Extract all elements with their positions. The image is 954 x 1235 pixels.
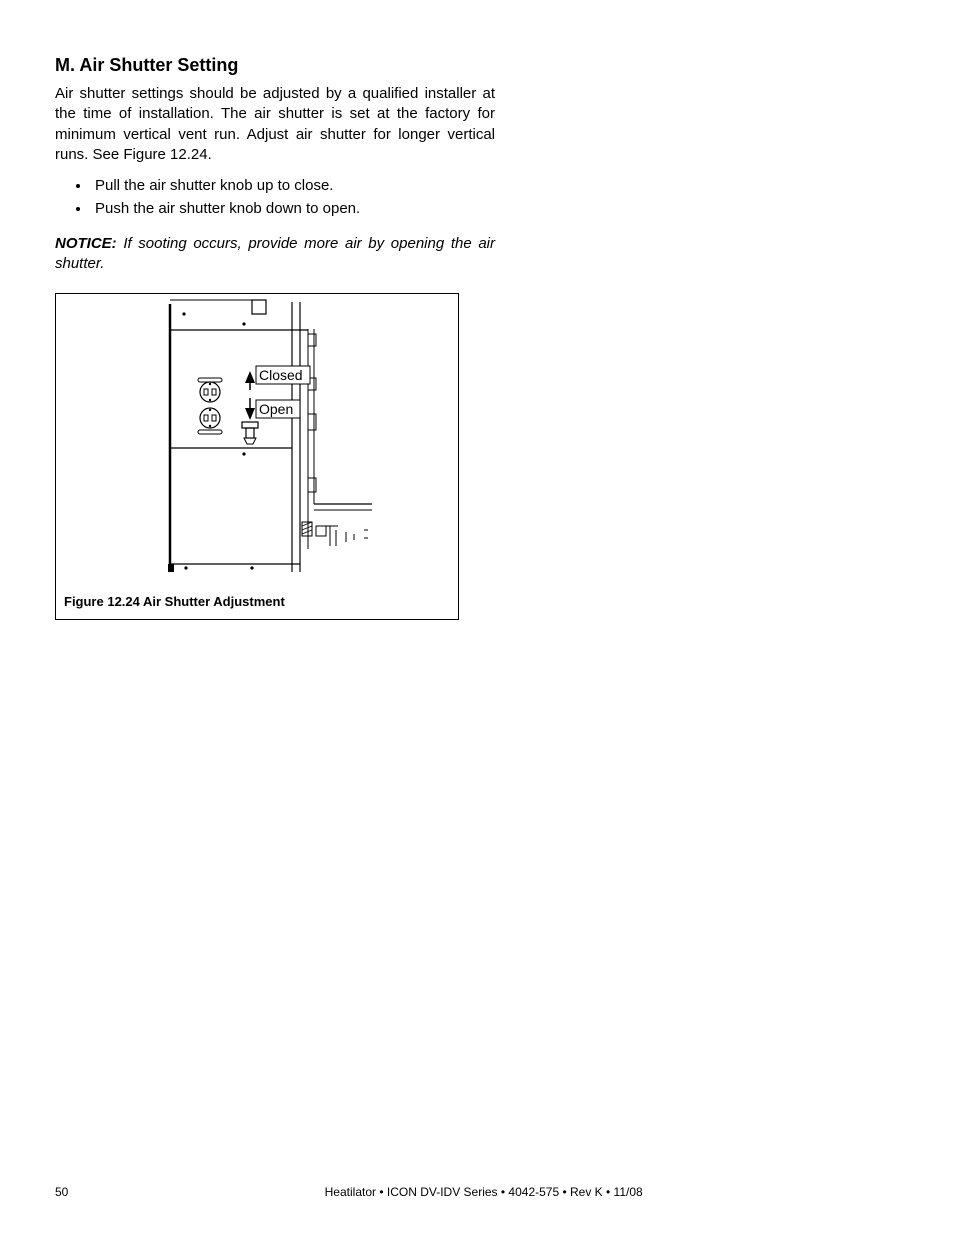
doc-id-line: Heatilator • ICON DV-IDV Series • 4042-5…: [55, 1185, 899, 1199]
list-item: Push the air shutter knob down to open.: [91, 198, 495, 221]
page-footer: 50 Heatilator • ICON DV-IDV Series • 404…: [55, 1185, 899, 1199]
section-title: Air Shutter Setting: [79, 55, 238, 75]
notice-paragraph: NOTICE: If sooting occurs, provide more …: [55, 234, 495, 275]
air-shutter-diagram: Closed Open: [102, 294, 412, 584]
open-label: Open: [259, 401, 293, 417]
bullet-list: Pull the air shutter knob up to close. P…: [55, 175, 495, 220]
page-number: 50: [55, 1185, 68, 1199]
intro-paragraph: Air shutter settings should be adjusted …: [55, 84, 495, 165]
section-letter: M.: [55, 55, 75, 75]
figure-box: Closed Open: [55, 293, 459, 620]
closed-label: Closed: [259, 367, 303, 383]
section-heading: M. Air Shutter Setting: [55, 55, 495, 76]
notice-label: NOTICE:: [55, 235, 117, 252]
notice-text: If sooting occurs, provide more air by o…: [55, 235, 495, 272]
figure-caption: Figure 12.24 Air Shutter Adjustment: [56, 584, 458, 619]
left-column: M. Air Shutter Setting Air shutter setti…: [55, 55, 495, 620]
list-item: Pull the air shutter knob up to close.: [91, 175, 495, 198]
page: M. Air Shutter Setting Air shutter setti…: [0, 0, 954, 1235]
